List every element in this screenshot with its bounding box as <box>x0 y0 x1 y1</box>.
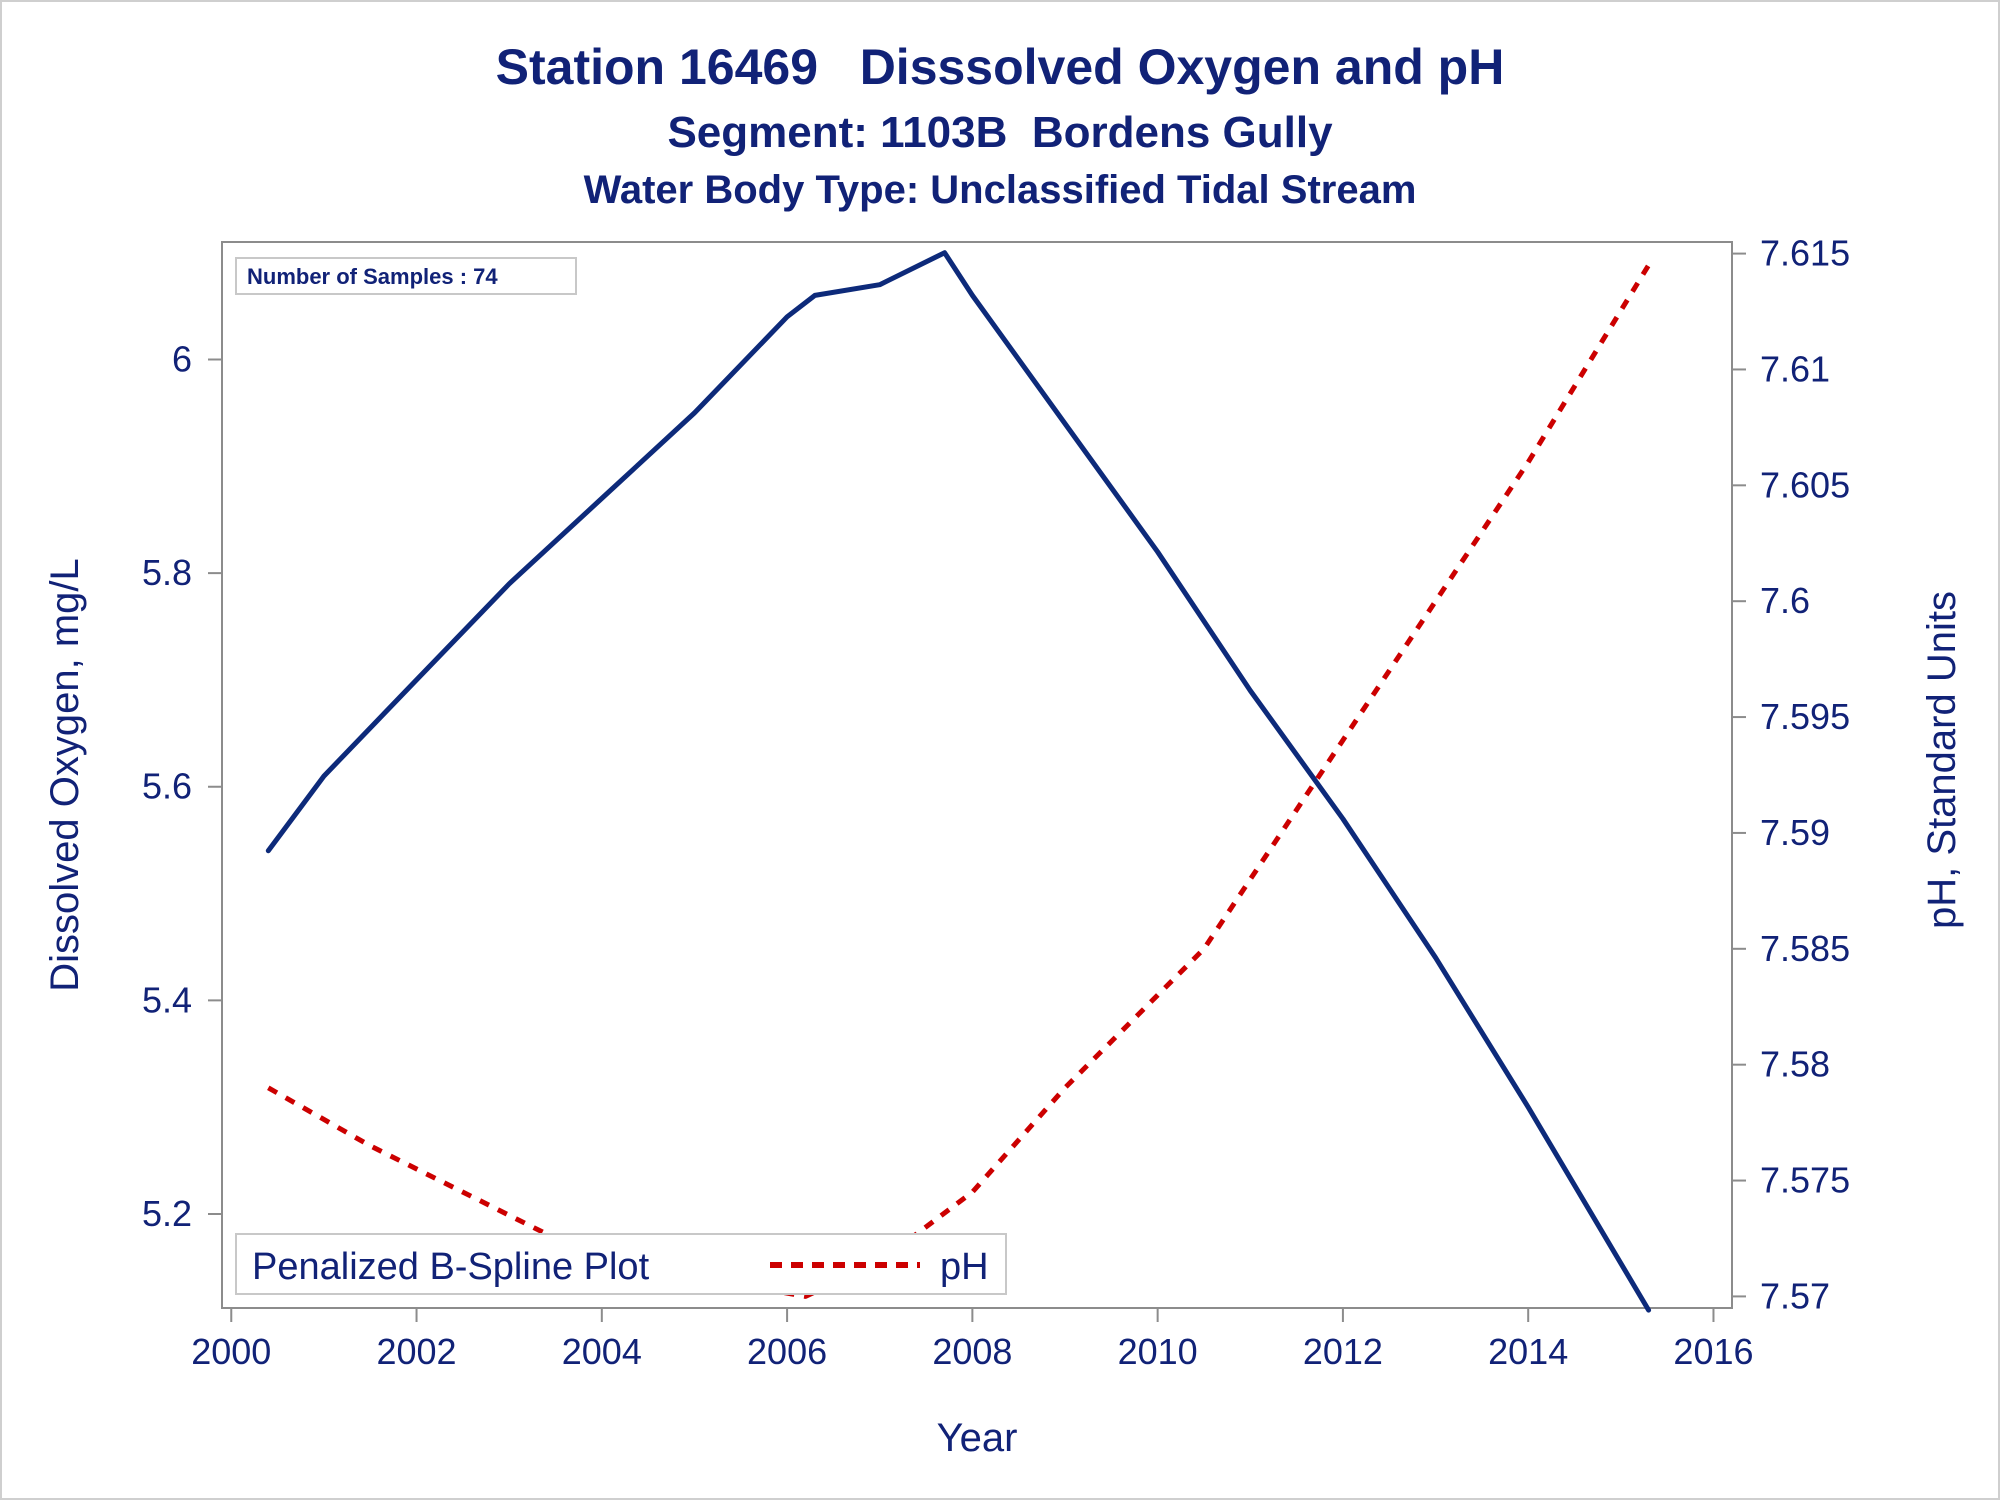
legend: Penalized B-Spline Plot pH <box>235 1233 1007 1295</box>
plot-area <box>221 241 1733 1309</box>
y2-tick-label: 7.57 <box>1760 1275 1830 1316</box>
x-tick-label: 2016 <box>1673 1331 1753 1372</box>
sample-count-border <box>235 257 577 295</box>
y2-axis-label: pH, Standard Units <box>1920 591 1964 929</box>
x-tick-label: 2006 <box>747 1331 827 1372</box>
y2-tick-label: 7.575 <box>1760 1160 1850 1201</box>
chart-title: Station 16469 Disssolved Oxygen and pH <box>495 39 1505 95</box>
y2-tick-label: 7.58 <box>1760 1044 1830 1085</box>
chart-subtitle-segment: Segment: 1103B Bordens Gully <box>667 108 1333 157</box>
legend-ph-label: pH <box>940 1246 989 1288</box>
x-axis: 2000 2002 2004 2006 2008 2010 2012 2014 2016 <box>191 1308 1754 1372</box>
y-tick-label: 5.2 <box>142 1193 192 1234</box>
y2-tick-label: 7.61 <box>1760 348 1830 389</box>
x-axis-label: Year <box>937 1416 1018 1460</box>
dissolved-oxygen-series-line <box>265 250 1652 1313</box>
sample-count-box: Number of Samples : 74 <box>235 257 577 295</box>
x-tick-label: 2014 <box>1488 1331 1568 1372</box>
y-tick-label: 5.4 <box>142 979 192 1020</box>
y2-tick-label: 7.605 <box>1760 464 1850 505</box>
y-axis-left: 5.2 5.4 5.6 5.8 6 <box>142 338 222 1234</box>
series-layer <box>265 250 1652 1313</box>
y2-tick-label: 7.6 <box>1760 580 1810 621</box>
chart-subtitle-waterbody: Water Body Type: Unclassified Tidal Stre… <box>583 168 1417 212</box>
y-axis-label: Dissolved Oxygen, mg/L <box>43 558 87 992</box>
x-tick-label: 2008 <box>932 1331 1012 1372</box>
ph-series-line <box>267 263 1651 1299</box>
y2-tick-label: 7.59 <box>1760 812 1830 853</box>
y-tick-label: 5.6 <box>142 766 192 807</box>
y-tick-label: 6 <box>172 338 192 379</box>
x-tick-label: 2004 <box>562 1331 642 1372</box>
sample-count-text: Number of Samples : 74 <box>247 264 498 289</box>
y2-tick-label: 7.595 <box>1760 696 1850 737</box>
x-tick-label: 2012 <box>1303 1331 1383 1372</box>
y2-tick-label: 7.615 <box>1760 233 1850 274</box>
x-tick-label: 2002 <box>376 1331 456 1372</box>
y-tick-label: 5.8 <box>142 552 192 593</box>
y-axis-right: 7.57 7.575 7.58 7.585 7.59 7.595 7.6 7.605 7.61 7… <box>1732 233 1850 1316</box>
y2-tick-label: 7.585 <box>1760 928 1850 969</box>
x-tick-label: 2000 <box>191 1331 271 1372</box>
legend-title: Penalized B-Spline Plot <box>252 1246 650 1288</box>
x-tick-label: 2010 <box>1118 1331 1198 1372</box>
